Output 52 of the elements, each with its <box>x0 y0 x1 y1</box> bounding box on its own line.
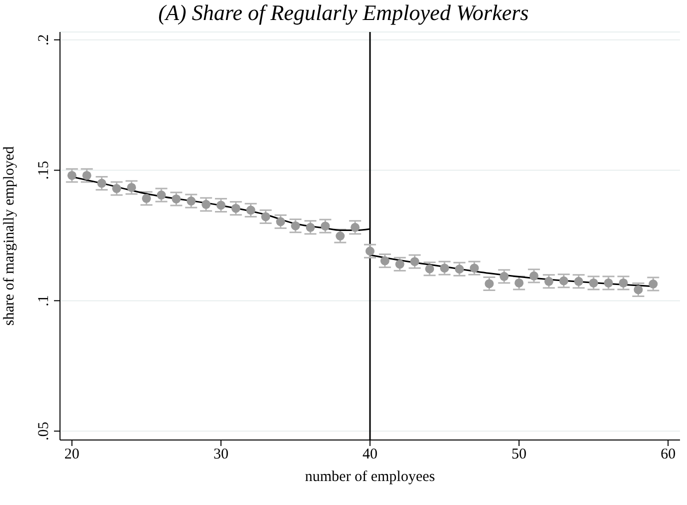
chart-title: (A) Share of Regularly Employed Workers <box>157 0 530 26</box>
point <box>559 276 568 286</box>
point <box>500 272 509 281</box>
y-tick-label: .2 <box>36 34 52 46</box>
y-tick-label: .05 <box>36 422 52 441</box>
point <box>366 246 374 256</box>
x-tick-label: 50 <box>512 446 527 463</box>
point <box>618 278 628 288</box>
x-tick-label: 20 <box>64 446 80 463</box>
point <box>276 217 286 226</box>
point <box>202 200 211 209</box>
point <box>648 280 658 288</box>
point <box>380 256 390 266</box>
point <box>246 206 256 215</box>
point <box>529 271 538 280</box>
point <box>574 276 584 286</box>
point <box>172 194 181 204</box>
point <box>544 276 554 286</box>
point <box>410 257 420 266</box>
point <box>589 278 598 288</box>
point <box>336 232 345 240</box>
point <box>261 212 270 222</box>
y-axis-title: share of marginally employed <box>1 146 18 326</box>
y-tick-label: .15 <box>36 160 52 180</box>
point <box>350 222 360 232</box>
x-axis-title: number of employees <box>305 469 436 485</box>
point <box>156 190 166 200</box>
point <box>112 184 122 194</box>
point <box>306 222 315 232</box>
x-tick-label: 30 <box>213 446 228 463</box>
point <box>425 264 434 274</box>
point <box>395 260 404 269</box>
x-tick-label: 40 <box>362 446 378 463</box>
x-tick-label: 60 <box>660 446 676 463</box>
point <box>290 221 300 230</box>
point <box>82 170 92 180</box>
point <box>127 182 136 192</box>
point <box>604 278 613 288</box>
point <box>634 285 643 294</box>
point <box>186 196 196 206</box>
point <box>216 200 226 210</box>
point <box>440 264 450 273</box>
point <box>231 204 240 213</box>
point <box>470 264 479 273</box>
point <box>97 178 106 188</box>
point <box>454 264 464 274</box>
point <box>514 278 524 288</box>
point <box>484 279 494 288</box>
point <box>67 170 76 180</box>
point <box>142 194 151 203</box>
point <box>320 222 330 231</box>
y-tick-label: .1 <box>36 295 52 306</box>
